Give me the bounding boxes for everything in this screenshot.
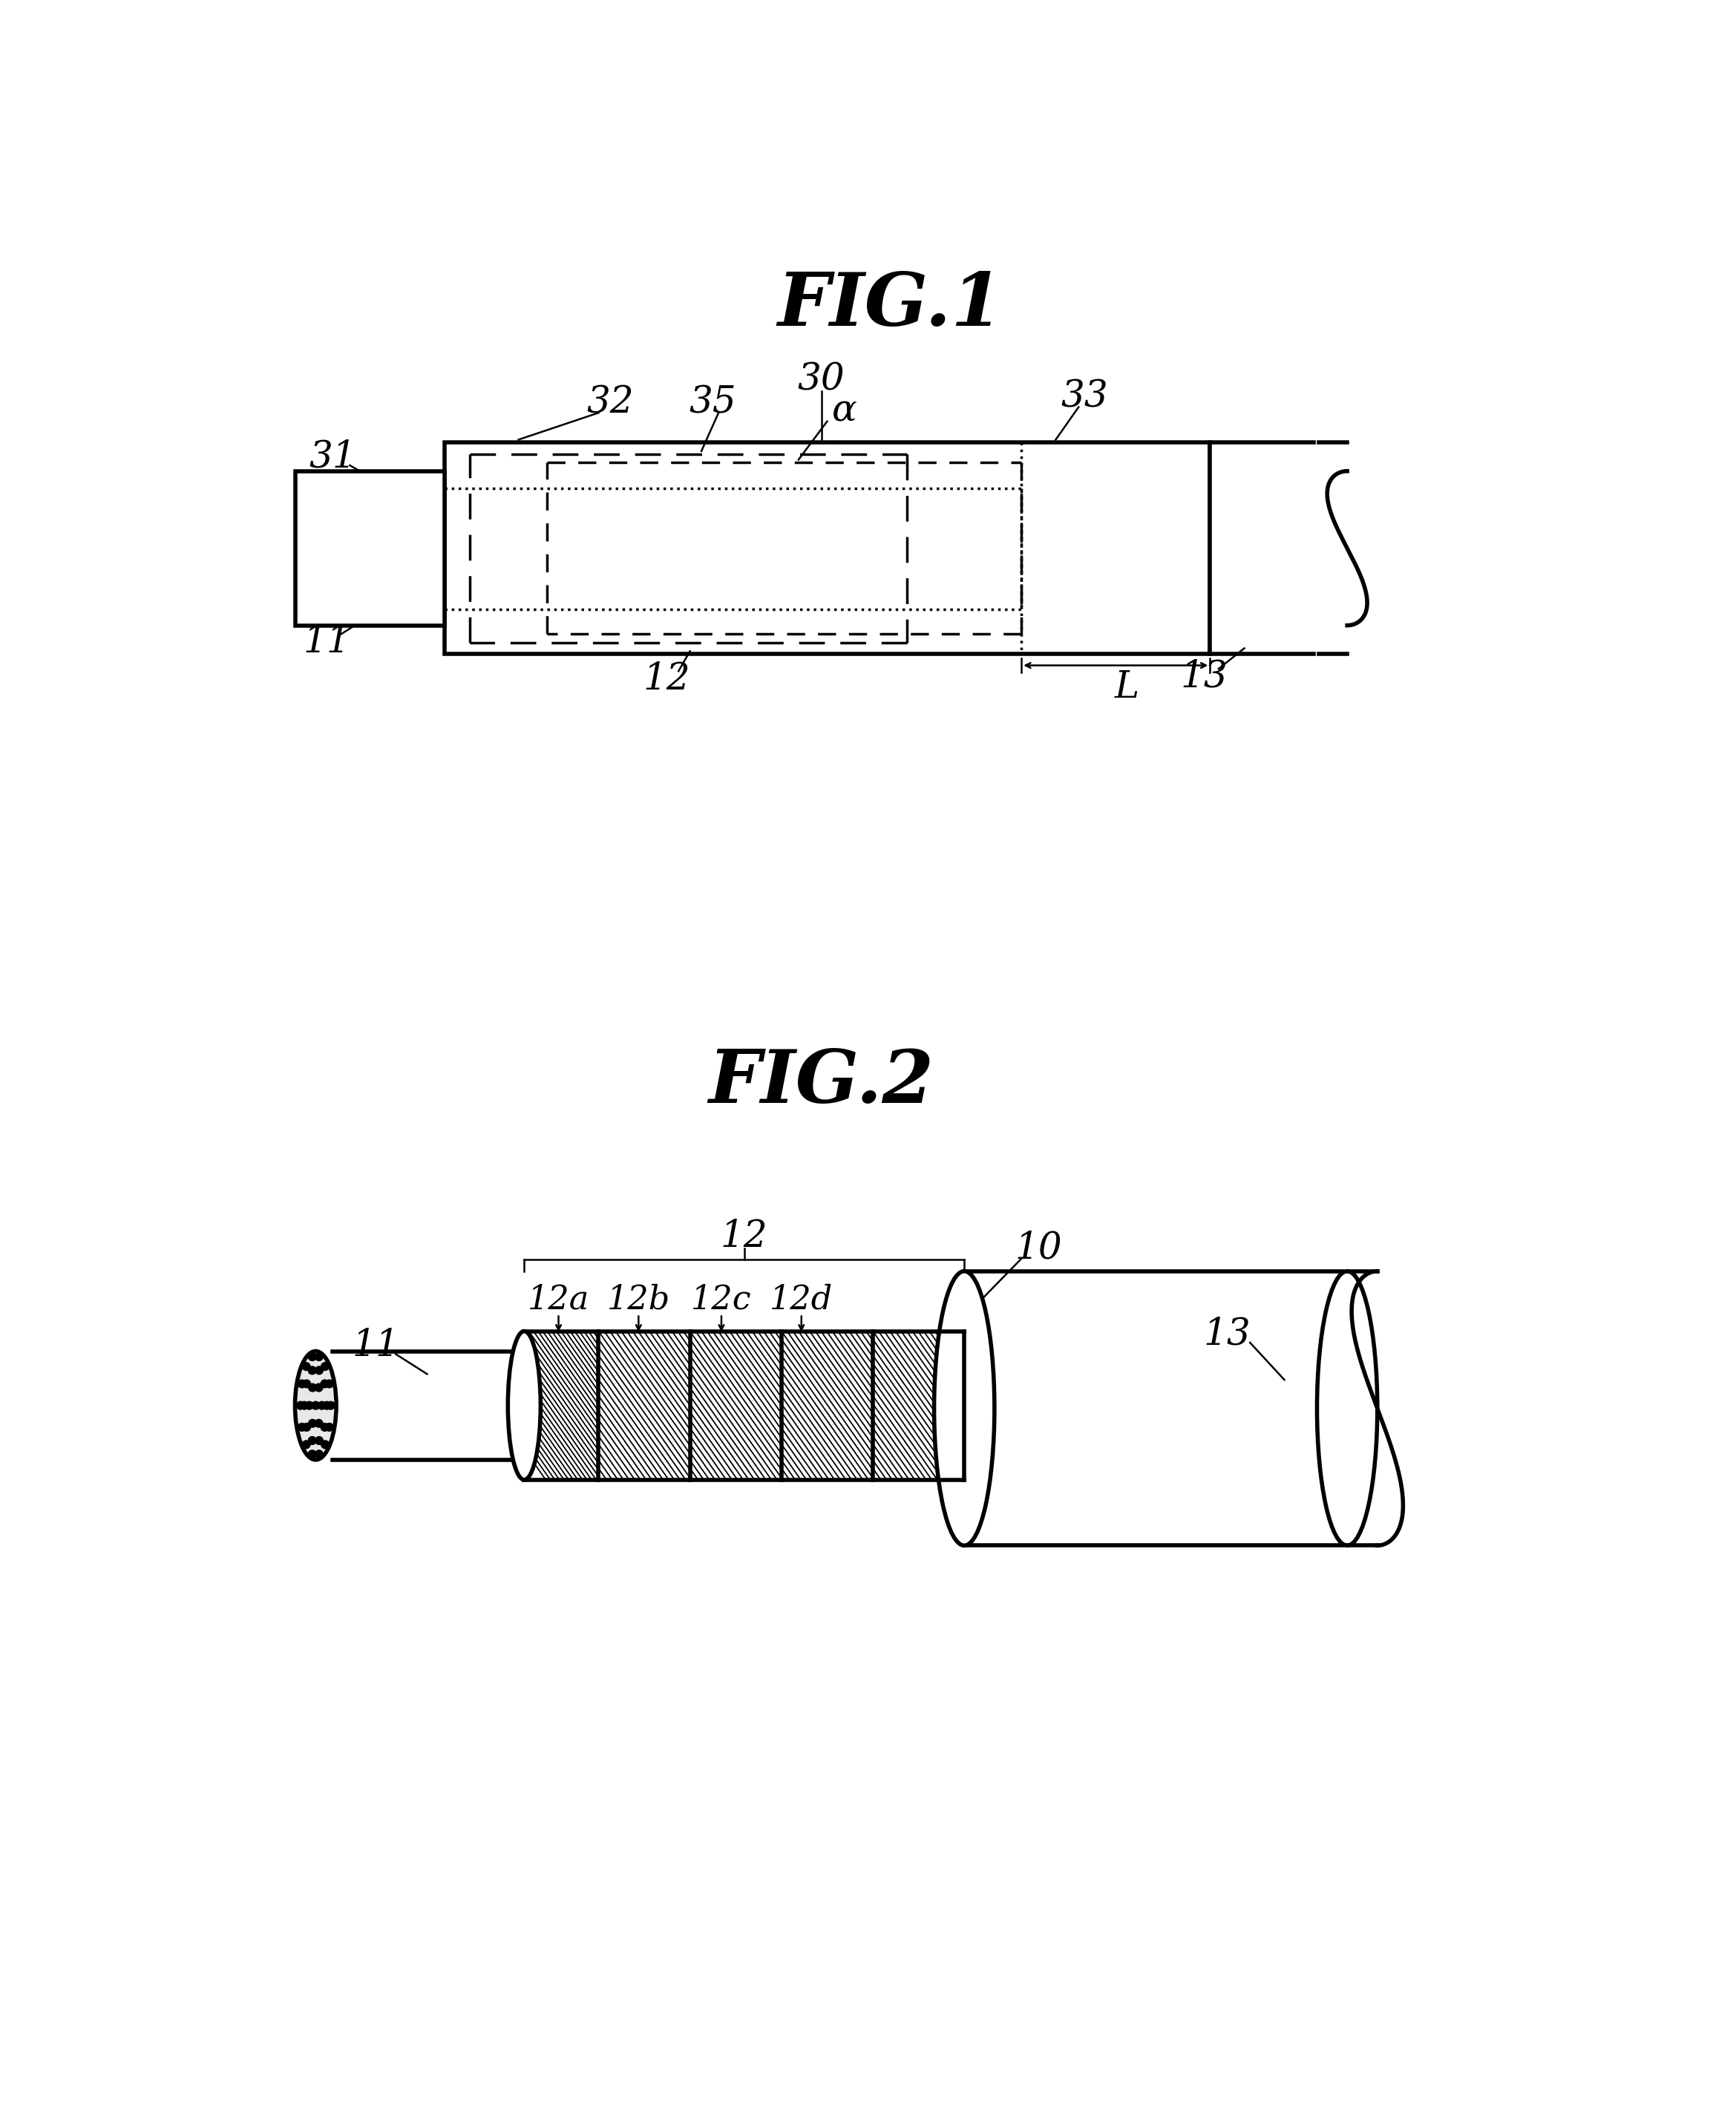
Circle shape [302,1363,311,1371]
Bar [873,1331,963,1479]
Bar [295,472,444,626]
Bar [689,1331,781,1479]
Circle shape [314,1352,323,1361]
Ellipse shape [934,1272,995,1545]
Bar [444,442,1210,654]
Bar [332,1352,524,1460]
Circle shape [314,1384,323,1392]
Circle shape [302,1380,311,1388]
Circle shape [302,1424,311,1430]
Bar [599,1331,689,1479]
Text: 11: 11 [304,624,351,660]
Circle shape [300,1401,309,1409]
Circle shape [306,1401,314,1409]
Circle shape [318,1401,326,1409]
Circle shape [323,1401,332,1409]
Text: 12: 12 [720,1219,767,1255]
Circle shape [316,1367,323,1375]
Text: 11: 11 [352,1327,399,1365]
Bar [1210,442,1319,654]
Ellipse shape [295,1352,337,1460]
Text: 33: 33 [1061,379,1108,415]
Circle shape [321,1380,328,1388]
Text: FIG.1: FIG.1 [778,269,1003,341]
Circle shape [314,1449,323,1458]
Text: 10: 10 [1016,1229,1062,1267]
Circle shape [321,1424,328,1430]
Text: 12c: 12c [691,1284,752,1316]
Bar [524,1331,599,1479]
Text: 30: 30 [799,362,845,398]
Circle shape [299,1380,306,1388]
Text: 12a: 12a [528,1284,590,1316]
Circle shape [297,1401,304,1409]
Circle shape [302,1441,311,1449]
Circle shape [321,1363,330,1371]
Text: 12: 12 [644,662,691,698]
Bar [963,1272,1347,1545]
Circle shape [326,1401,335,1409]
Text: 12b: 12b [608,1284,670,1316]
Circle shape [325,1380,333,1388]
Circle shape [312,1401,319,1409]
Text: L: L [1115,669,1139,705]
Circle shape [309,1367,316,1375]
Text: 35: 35 [689,385,736,421]
Circle shape [309,1437,316,1445]
Text: 12d: 12d [769,1284,833,1316]
Ellipse shape [1318,1272,1377,1545]
Text: 32: 32 [587,385,634,421]
Circle shape [309,1384,316,1392]
Circle shape [309,1420,316,1428]
Text: α: α [832,394,858,430]
Bar [781,1331,873,1479]
Circle shape [325,1424,333,1430]
Circle shape [314,1420,323,1428]
Text: FIG.2: FIG.2 [708,1047,934,1119]
Ellipse shape [509,1331,540,1479]
Circle shape [299,1424,306,1430]
Text: 13: 13 [1180,658,1227,696]
Circle shape [316,1437,323,1445]
Circle shape [309,1352,316,1361]
Circle shape [309,1449,316,1458]
Text: 13: 13 [1203,1316,1252,1352]
Circle shape [321,1441,330,1449]
Text: 31: 31 [309,438,356,476]
